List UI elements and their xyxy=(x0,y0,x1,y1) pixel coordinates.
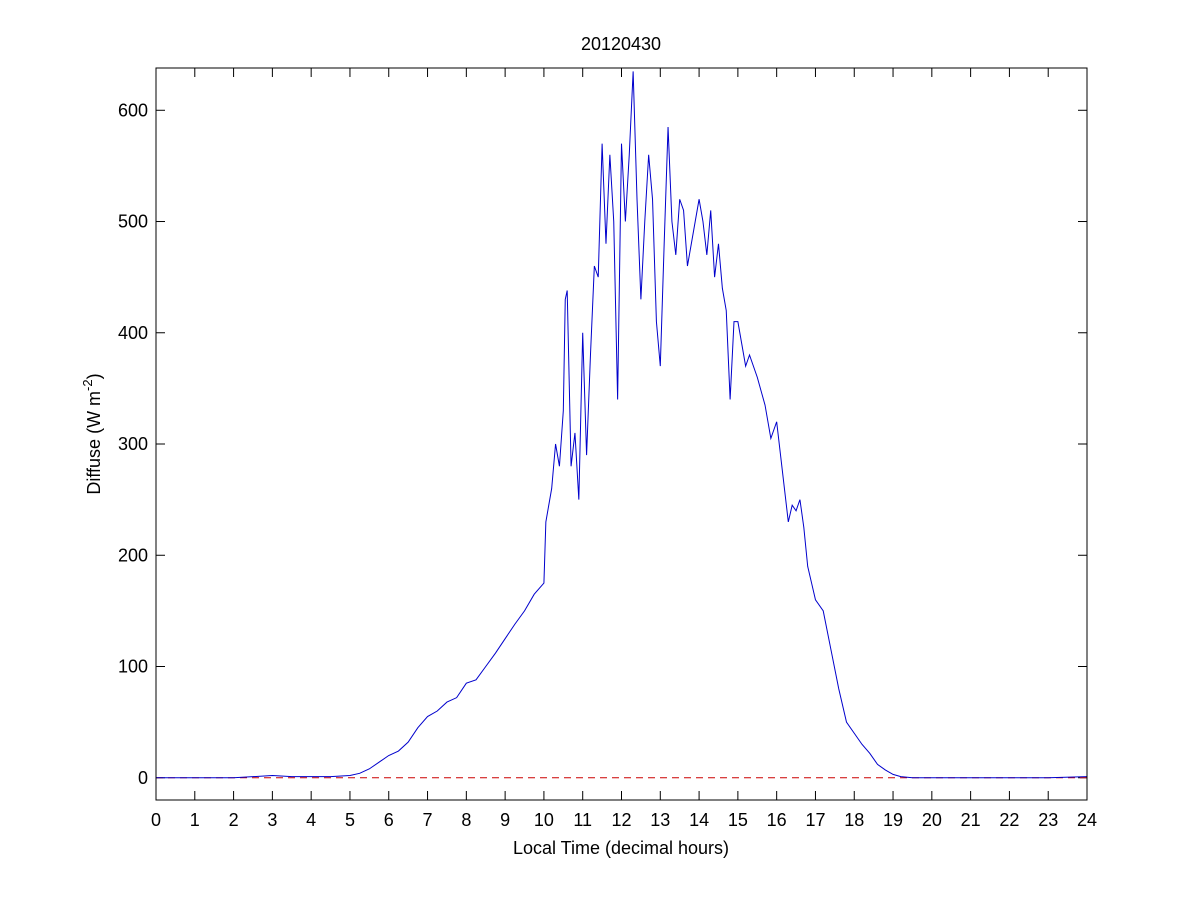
x-tick-label: 1 xyxy=(190,810,200,830)
y-tick-label: 600 xyxy=(118,100,148,120)
y-tick-label: 0 xyxy=(138,768,148,788)
x-tick-label: 8 xyxy=(461,810,471,830)
x-tick-label: 9 xyxy=(500,810,510,830)
x-tick-label: 20 xyxy=(922,810,942,830)
y-label-sup: -2 xyxy=(80,379,95,391)
x-tick-label: 15 xyxy=(728,810,748,830)
y-tick-label: 200 xyxy=(118,545,148,565)
x-tick-label: 22 xyxy=(999,810,1019,830)
y-axis-label: Diffuse (W m-2) xyxy=(80,373,104,494)
plot-frame xyxy=(155,67,1088,801)
x-tick-label: 6 xyxy=(384,810,394,830)
x-tick-label: 5 xyxy=(345,810,355,830)
x-tick-label: 10 xyxy=(534,810,554,830)
y-tick-label: 400 xyxy=(118,323,148,343)
x-tick-label: 14 xyxy=(689,810,709,830)
x-tick-label: 18 xyxy=(844,810,864,830)
x-tick-label: 11 xyxy=(573,810,592,830)
x-tick-label: 21 xyxy=(961,810,981,830)
x-tick-label: 12 xyxy=(611,810,631,830)
y-tick-label: 500 xyxy=(118,212,148,232)
x-tick-label: 19 xyxy=(883,810,903,830)
x-tick-label: 0 xyxy=(151,810,161,830)
y-label-end: ) xyxy=(84,373,104,379)
x-tick-label: 4 xyxy=(306,810,316,830)
y-label-main: Diffuse (W m xyxy=(84,391,104,495)
x-tick-label: 2 xyxy=(229,810,239,830)
x-tick-label: 16 xyxy=(767,810,787,830)
x-tick-label: 3 xyxy=(267,810,277,830)
data-line xyxy=(156,71,1088,779)
x-tick-label: 7 xyxy=(423,810,433,830)
chart-title: 20120430 xyxy=(581,34,661,54)
y-tick-label: 100 xyxy=(118,657,148,677)
x-tick-label: 24 xyxy=(1077,810,1097,830)
y-tick-label: 300 xyxy=(118,434,148,454)
x-axis-label: Local Time (decimal hours) xyxy=(513,838,729,858)
x-tick-label: 23 xyxy=(1038,810,1058,830)
x-tick-label: 13 xyxy=(650,810,670,830)
x-tick-label: 17 xyxy=(805,810,825,830)
